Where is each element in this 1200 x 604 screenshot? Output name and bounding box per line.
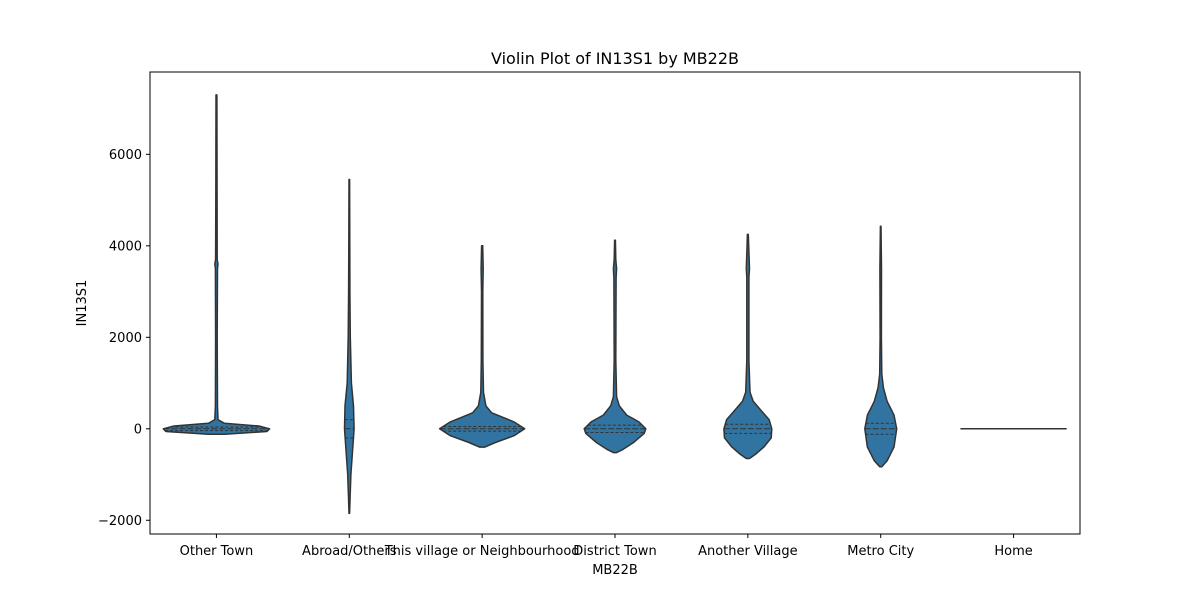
x-axis-label: MB22B: [592, 563, 638, 578]
x-tick-label: District Town: [573, 544, 656, 559]
violin-5: [864, 225, 898, 468]
violin-body: [864, 225, 898, 468]
violin-2: [438, 245, 526, 448]
y-tick-label: −2000: [98, 514, 142, 529]
violin-body: [438, 245, 526, 448]
violin-4: [723, 233, 773, 460]
y-tick-label: 2000: [109, 331, 142, 346]
violin-1: [343, 178, 355, 515]
violin-0: [162, 94, 271, 436]
x-tick-label: Metro City: [847, 544, 914, 559]
x-tick-label: Another Village: [698, 544, 798, 559]
violin-3: [583, 239, 647, 454]
y-tick-label: 6000: [109, 148, 142, 163]
violin-body: [162, 94, 271, 436]
violin-body: [343, 178, 355, 515]
chart-title: Violin Plot of IN13S1 by MB22B: [491, 49, 739, 68]
x-tick-label: This village or Neighbourhood: [384, 544, 580, 559]
y-tick-label: 4000: [109, 239, 142, 254]
violin-body: [723, 233, 773, 460]
y-tick-label: 0: [134, 422, 142, 437]
x-tick-label: Home: [994, 544, 1032, 559]
x-tick-label: Other Town: [180, 544, 254, 559]
y-axis-label: IN13S1: [75, 280, 90, 327]
violin-body: [583, 239, 647, 454]
x-tick-label: Abroad/Others: [302, 544, 397, 559]
